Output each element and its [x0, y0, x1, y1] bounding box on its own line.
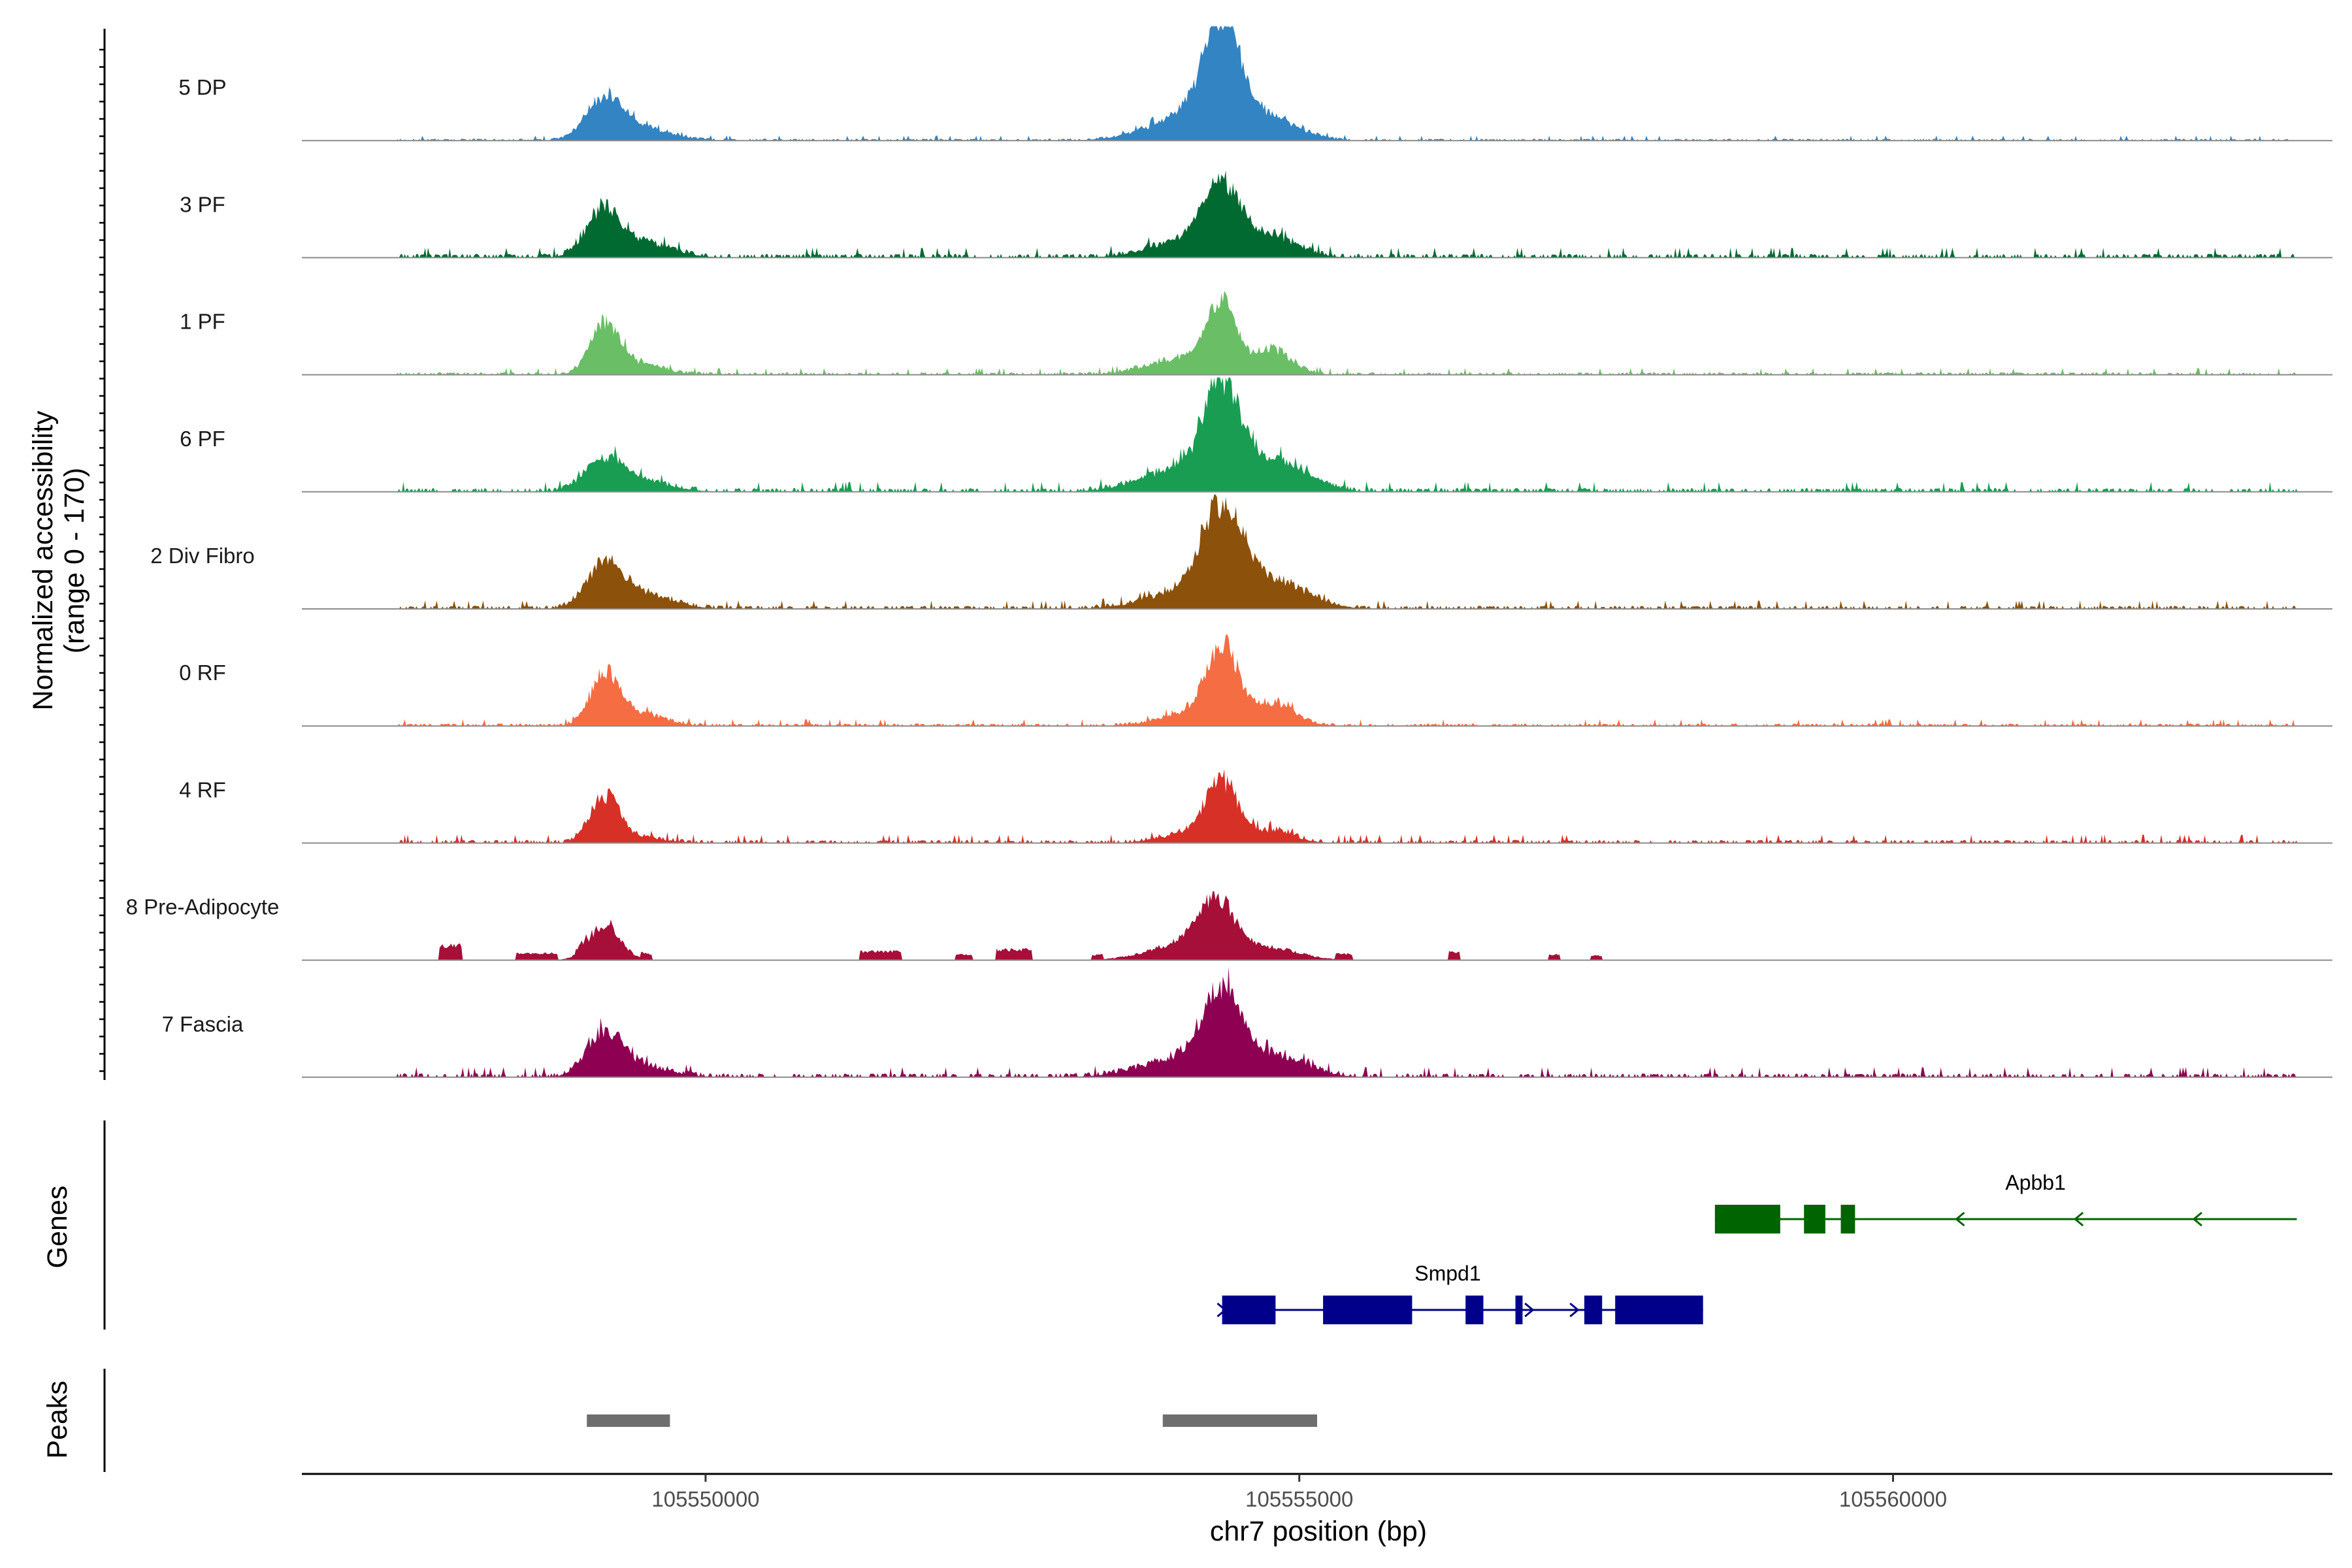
y-axis-title-line2: (range 0 - 170) — [59, 468, 90, 653]
peaks-track — [103, 1369, 1317, 1472]
gene-label: Smpd1 — [1414, 1262, 1480, 1285]
coverage-area — [302, 966, 2332, 1077]
track-label: 0 RF — [179, 661, 226, 685]
coverage-area — [302, 377, 2332, 492]
strand-arrow — [1217, 1302, 1227, 1318]
coverage-track: 6 PF — [180, 377, 2332, 493]
gene-exon — [1714, 1205, 1780, 1233]
x-tick-label: 105550000 — [651, 1487, 759, 1511]
coverage-track: 5 DP — [178, 26, 2332, 142]
peaks-track-label: Peaks — [42, 1380, 73, 1459]
coverage-track: 8 Pre-Adipocyte — [126, 891, 2332, 961]
gene-exon — [1465, 1296, 1484, 1324]
track-label: 2 Div Fibro — [150, 544, 255, 568]
coverage-track: 3 PF — [180, 170, 2332, 259]
peak-region — [1162, 1414, 1317, 1427]
track-label: 1 PF — [180, 310, 225, 334]
coverage-area — [302, 170, 2332, 258]
track-label: 3 PF — [180, 192, 225, 216]
gene-exon — [1584, 1296, 1603, 1324]
gene-exon — [1840, 1205, 1855, 1233]
strand-arrow — [1569, 1302, 1580, 1318]
coverage-area — [302, 291, 2332, 375]
gene-exon — [1615, 1296, 1703, 1324]
coverage-area — [302, 26, 2332, 141]
track-label: 5 DP — [178, 75, 226, 99]
gene-exon — [1323, 1296, 1413, 1324]
genes-track: Apbb1 Smpd1 — [103, 1120, 2297, 1330]
coverage-track: 1 PF — [180, 291, 2332, 376]
coverage-track: 4 RF — [179, 769, 2332, 844]
coverage-area — [302, 891, 2332, 960]
x-tick-label: 105560000 — [1839, 1487, 1947, 1511]
gene-exon — [1515, 1296, 1523, 1324]
coverage-track: 2 Div Fibro — [150, 495, 2332, 610]
coverage-tracks: 5 DP 3 PF 1 PF 6 PF 2 Div Fibro 0 RF 4 RF 8 Pre… — [126, 26, 2332, 1078]
peak-region — [587, 1414, 670, 1427]
genes-track-label: Genes — [42, 1186, 73, 1269]
gene-label: Apbb1 — [2005, 1171, 2066, 1194]
strand-arrow — [1524, 1302, 1535, 1318]
x-axis-title: chr7 position (bp) — [1210, 1516, 1427, 1547]
coverage-track: 0 RF — [179, 634, 2332, 727]
track-label: 4 RF — [179, 777, 226, 802]
y-axis-title-line1: Normalized accessibility — [27, 410, 59, 710]
strand-arrow — [2192, 1211, 2202, 1227]
track-label: 8 Pre-Adipocyte — [126, 895, 280, 919]
track-label: 6 PF — [180, 427, 225, 451]
coverage-area — [302, 495, 2332, 609]
coverage-track: 7 Fascia — [162, 966, 2332, 1078]
strand-arrow — [1955, 1211, 1965, 1227]
coverage-area — [302, 634, 2332, 727]
strand-arrow — [2073, 1211, 2084, 1227]
y-axis — [99, 29, 106, 1080]
gene-model: Apbb1 — [1714, 1171, 2297, 1233]
track-label: 7 Fascia — [162, 1012, 244, 1036]
gene-exon — [1804, 1205, 1825, 1233]
gene-exon — [1222, 1296, 1276, 1324]
x-axis: 105550000 105555000 105560000 — [302, 1473, 2332, 1511]
coverage-area — [302, 769, 2332, 843]
x-tick-label: 105555000 — [1245, 1487, 1353, 1511]
gene-model: Smpd1 — [1217, 1262, 1703, 1324]
